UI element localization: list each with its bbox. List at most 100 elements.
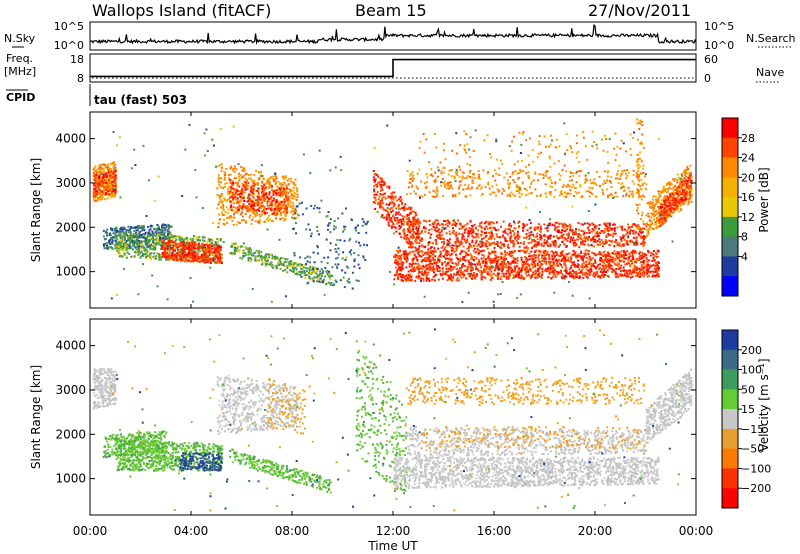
- range-gate-cell: [326, 272, 329, 275]
- range-gate-cell: [426, 274, 429, 277]
- range-gate-cell: [222, 186, 225, 189]
- range-gate-cell: [295, 198, 298, 201]
- range-gate-cell: [552, 271, 555, 273]
- range-gate-cell: [238, 177, 241, 180]
- range-gate-cell: [628, 252, 631, 255]
- range-gate-cell: [132, 238, 135, 241]
- range-gate-cell: [250, 206, 253, 209]
- range-gate-cell: [201, 249, 204, 252]
- range-gate-cell: [259, 256, 262, 259]
- range-gate-cell: [571, 276, 574, 279]
- range-gate-cell: [438, 231, 441, 234]
- range-gate-cell: [305, 274, 308, 276]
- range-gate-cell: [270, 201, 273, 204]
- range-gate-cell: [127, 231, 130, 234]
- range-gate-cell: [266, 202, 269, 205]
- range-gate-cell: [577, 256, 580, 258]
- range-gate-cell: [126, 246, 129, 249]
- range-gate-cell: [111, 240, 114, 243]
- range-gate-cell: [266, 197, 269, 200]
- range-gate-cell: [579, 276, 582, 279]
- range-gate-cell: [286, 271, 289, 274]
- range-gate-cell: [594, 254, 597, 257]
- range-gate-cell: [202, 254, 205, 257]
- range-gate-cell: [268, 256, 271, 259]
- range-gate-cell: [291, 270, 294, 273]
- range-gate-cell: [467, 259, 470, 262]
- range-gate-cell: [561, 277, 564, 280]
- range-gate-cell: [248, 199, 251, 202]
- range-gate-cell: [271, 257, 274, 260]
- nsearch-tick-top: 10^5: [704, 20, 734, 33]
- range-gate-cell: [236, 201, 239, 204]
- range-gate-cell: [296, 190, 299, 193]
- range-gate-cell: [127, 237, 130, 240]
- range-gate-cell: [107, 169, 109, 172]
- range-gate-cell: [319, 272, 321, 275]
- range-gate-cell: [427, 232, 430, 234]
- range-gate-cell: [328, 270, 331, 273]
- range-gate-cell: [252, 182, 255, 185]
- range-gate-cell: [249, 208, 252, 211]
- range-gate-cell: [607, 264, 610, 267]
- range-gate-cell: [312, 280, 315, 283]
- range-gate-cell: [425, 257, 427, 260]
- range-gate-cell: [565, 253, 568, 256]
- range-gate-cell: [343, 225, 345, 228]
- range-gate-cell: [208, 254, 211, 257]
- range-gate-cell: [127, 235, 130, 238]
- range-gate-cell: [242, 167, 245, 170]
- range-gate-cell: [157, 253, 160, 255]
- range-gate-cell: [99, 171, 102, 174]
- range-gate-cell: [217, 257, 220, 260]
- range-gate-cell: [284, 260, 287, 263]
- range-gate-cell: [296, 205, 299, 208]
- range-gate-cell: [292, 267, 294, 270]
- range-gate-cell: [453, 272, 456, 275]
- range-gate-cell: [268, 182, 271, 185]
- range-gate-cell: [521, 269, 524, 271]
- range-gate-cell: [450, 252, 453, 255]
- range-gate-cell: [281, 190, 284, 193]
- range-gate-cell: [149, 243, 152, 246]
- range-gate-cell: [277, 203, 280, 206]
- range-gate-cell: [563, 276, 566, 279]
- range-gate-cell: [131, 248, 134, 251]
- range-gate-cell: [538, 275, 541, 278]
- range-gate-cell: [636, 243, 639, 246]
- range-gate-cell: [93, 199, 96, 202]
- range-gate-cell: [122, 249, 125, 252]
- range-gate-cell: [575, 256, 578, 259]
- range-gate-cell: [286, 195, 289, 198]
- range-gate-cell: [578, 272, 581, 275]
- range-gate-cell: [304, 257, 307, 260]
- range-gate-cell: [123, 241, 126, 244]
- range-gate-cell: [216, 240, 219, 243]
- range-gate-cell: [436, 270, 439, 273]
- range-gate-cell: [597, 253, 600, 256]
- range-gate-cell: [554, 276, 557, 279]
- range-gate-cell: [125, 229, 128, 232]
- range-gate-cell: [588, 255, 591, 258]
- range-gate-cell: [475, 265, 478, 268]
- range-gate-cell: [230, 205, 232, 208]
- range-gate-cell: [423, 259, 426, 262]
- range-gate-cell: [164, 250, 167, 253]
- range-gate-cell: [228, 217, 231, 220]
- range-gate-cell: [225, 182, 228, 184]
- range-gate-cell: [112, 171, 115, 174]
- range-gate-cell: [565, 266, 568, 269]
- range-gate-cell: [264, 255, 267, 258]
- range-gate-cell: [394, 253, 397, 256]
- nsearch-tick-bottom: 10^0: [704, 39, 734, 52]
- range-gate-cell: [487, 255, 490, 258]
- range-gate-cell: [94, 193, 97, 196]
- range-gate-cell: [554, 251, 557, 254]
- range-gate-cell: [381, 199, 384, 202]
- range-gate-cell: [537, 267, 539, 270]
- range-gate-cell: [171, 254, 173, 257]
- range-gate-cell: [549, 268, 552, 271]
- range-gate-cell: [272, 197, 275, 200]
- station-title: Wallops Island (fitACF): [92, 1, 271, 20]
- range-gate-cell: [229, 181, 232, 184]
